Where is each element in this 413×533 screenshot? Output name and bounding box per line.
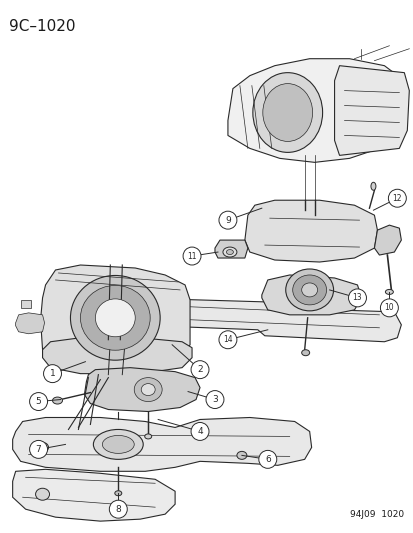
Ellipse shape	[145, 434, 151, 439]
Circle shape	[218, 331, 236, 349]
Ellipse shape	[370, 182, 375, 190]
Text: 8: 8	[115, 505, 121, 514]
Text: 94J09  1020: 94J09 1020	[349, 510, 404, 519]
Ellipse shape	[80, 286, 150, 350]
Ellipse shape	[301, 350, 309, 356]
Ellipse shape	[262, 84, 312, 141]
Polygon shape	[13, 470, 175, 521]
Circle shape	[218, 211, 236, 229]
Circle shape	[190, 423, 209, 440]
Polygon shape	[125, 298, 400, 342]
Ellipse shape	[301, 283, 317, 297]
Polygon shape	[13, 417, 311, 471]
Ellipse shape	[236, 451, 246, 459]
Ellipse shape	[252, 72, 322, 152]
Polygon shape	[228, 59, 406, 163]
Ellipse shape	[223, 247, 236, 257]
Circle shape	[183, 247, 201, 265]
Ellipse shape	[102, 435, 134, 454]
Text: 13: 13	[352, 293, 361, 302]
Ellipse shape	[141, 384, 155, 395]
Ellipse shape	[134, 377, 162, 401]
Polygon shape	[16, 313, 45, 334]
Polygon shape	[43, 338, 192, 374]
Text: 1: 1	[50, 369, 55, 378]
Ellipse shape	[52, 397, 62, 404]
Circle shape	[380, 299, 397, 317]
Polygon shape	[84, 368, 199, 411]
Text: 9: 9	[225, 216, 230, 224]
Text: 3: 3	[211, 395, 217, 404]
Circle shape	[206, 391, 223, 408]
Text: 11: 11	[187, 252, 196, 261]
Text: 10: 10	[384, 303, 393, 312]
Ellipse shape	[226, 249, 233, 255]
Text: 2: 2	[197, 365, 202, 374]
Text: 12: 12	[392, 193, 401, 203]
Circle shape	[109, 500, 127, 518]
Circle shape	[387, 189, 405, 207]
Polygon shape	[244, 200, 377, 262]
Text: 9C–1020: 9C–1020	[9, 19, 75, 34]
Text: 14: 14	[223, 335, 232, 344]
Ellipse shape	[95, 299, 135, 337]
Circle shape	[29, 440, 47, 458]
Text: 6: 6	[264, 455, 270, 464]
Circle shape	[258, 450, 276, 469]
Polygon shape	[214, 240, 247, 258]
Polygon shape	[261, 275, 361, 315]
Text: 7: 7	[36, 445, 41, 454]
Circle shape	[190, 361, 209, 378]
Ellipse shape	[70, 276, 160, 360]
Circle shape	[348, 289, 366, 307]
Ellipse shape	[36, 488, 50, 500]
Text: 4: 4	[197, 427, 202, 436]
Ellipse shape	[36, 442, 48, 453]
Ellipse shape	[285, 269, 333, 311]
Circle shape	[29, 393, 47, 410]
Ellipse shape	[114, 491, 121, 496]
Ellipse shape	[292, 275, 326, 305]
Polygon shape	[21, 300, 31, 308]
Circle shape	[43, 365, 62, 383]
Text: 5: 5	[36, 397, 41, 406]
Polygon shape	[373, 225, 400, 255]
Polygon shape	[334, 66, 408, 156]
Ellipse shape	[385, 289, 392, 294]
Ellipse shape	[93, 430, 143, 459]
Polygon shape	[40, 265, 190, 372]
